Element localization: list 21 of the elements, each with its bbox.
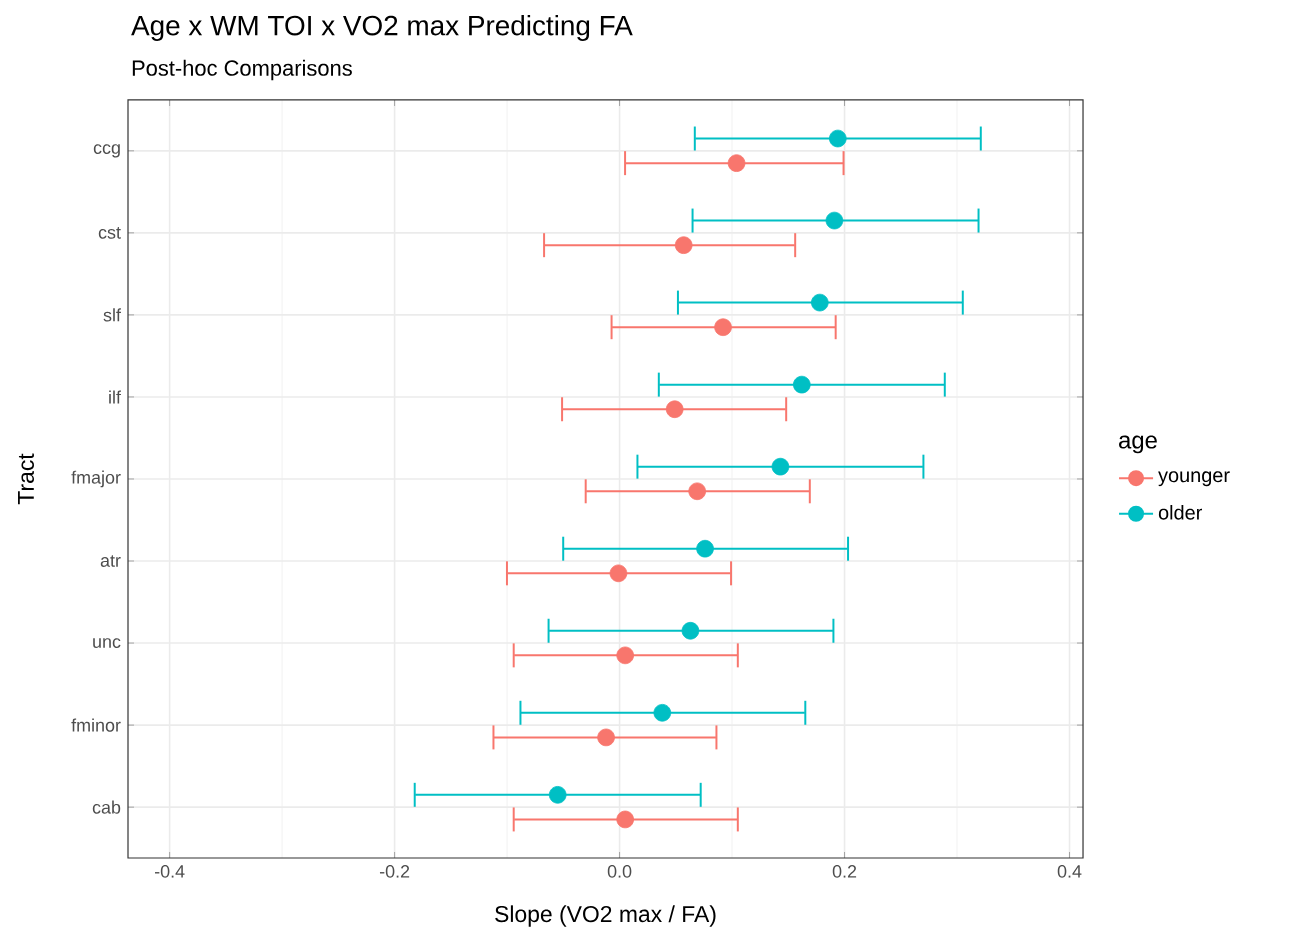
x-tick-label: 0.2 (832, 864, 857, 878)
x-axis-title: Slope (VO2 max / FA) (495, 905, 716, 927)
legend-title: age (1119, 435, 1157, 454)
chart-subtitle: Post-hoc Comparisons (132, 59, 352, 81)
y-tick-label: atr (100, 554, 121, 567)
x-tick-label: 0.4 (1057, 864, 1082, 878)
y-axis-title: Tract (18, 453, 34, 504)
legend-label: younger (1158, 471, 1230, 487)
x-tick-label: -0.2 (379, 864, 410, 878)
y-tick-label: unc (93, 637, 121, 648)
y-tick-label: fmajor (71, 470, 121, 488)
x-tick-label: -0.4 (154, 864, 185, 878)
y-tick-label: ilf (109, 390, 121, 404)
y-tick-label: slf (103, 308, 121, 322)
x-tick-label: 0.0 (607, 864, 632, 878)
chart-title: Age x WM TOI x VO2 max Predicting FA (131, 14, 633, 41)
y-tick-label: cst (98, 226, 121, 239)
legend-label: older (1158, 504, 1203, 520)
y-tick-label: fminor (71, 718, 121, 732)
y-tick-label: ccg (93, 143, 120, 158)
y-tick-label: cab (92, 800, 121, 814)
